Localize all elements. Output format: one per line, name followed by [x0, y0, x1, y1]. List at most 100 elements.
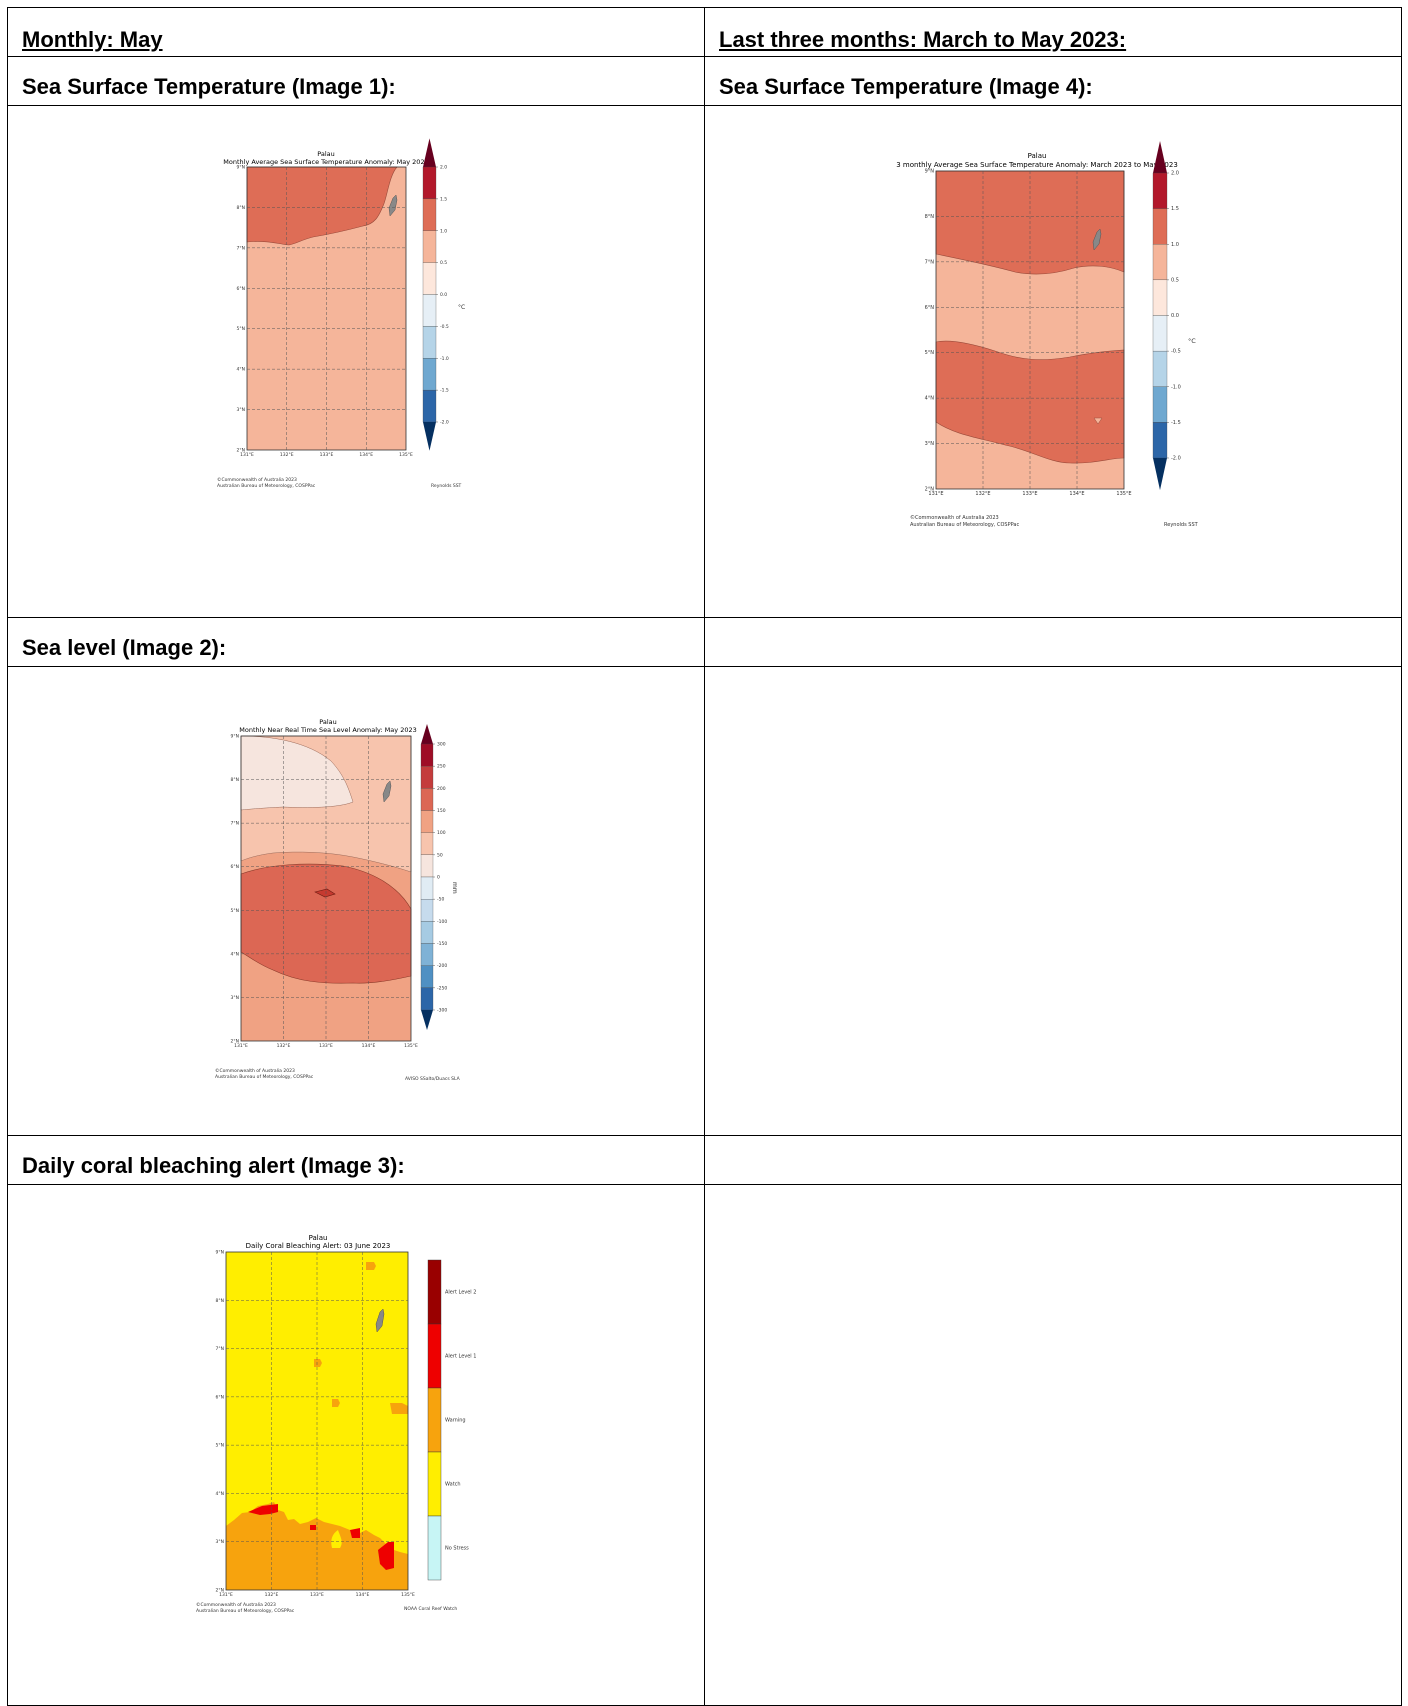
fig4-cbar-swatch — [1152, 422, 1168, 459]
empty-cell-right-3 — [704, 1135, 1402, 1185]
label-cell-sst-left: Sea Surface Temperature (Image 1): — [7, 56, 705, 106]
fig2-location: Palau — [319, 718, 337, 726]
fig3-lat-label: 8°N — [216, 1298, 224, 1304]
fig2-lon-label: 133°E — [319, 1043, 333, 1049]
fig2-cbar-tick-label: -100 — [437, 919, 447, 925]
fig1-lat-label: 3°N — [237, 407, 245, 413]
header-three-months: Last three months: March to May 2023: — [719, 27, 1127, 52]
fig2-cbar-swatch — [420, 965, 434, 988]
fig1-lat-label: 8°N — [237, 205, 245, 211]
fig3-legend-label: No Stress — [445, 1546, 469, 1552]
figure-image3: Palau Daily Coral Bleaching Alert: 03 Ju… — [190, 1230, 500, 1614]
fig4-palau-island — [1092, 228, 1102, 251]
fig4-cbar-arrow-bottom — [1153, 458, 1167, 491]
fig3-lat-label: 9°N — [216, 1250, 224, 1256]
fig2-cbar-tick-label: 300 — [437, 742, 446, 748]
fig4-lat-label: 7°N — [925, 259, 935, 265]
image-cell-1: Palau Monthly Average Sea Surface Temper… — [7, 105, 705, 618]
fig4-cbar-tick-label: 0.0 — [1171, 313, 1179, 319]
fig3-title: Daily Coral Bleaching Alert: 03 June 202… — [246, 1242, 391, 1250]
fig2-cbar-swatch — [420, 743, 434, 767]
fig3-legend-swatch — [427, 1323, 442, 1389]
label-cell-sst-right: Sea Surface Temperature (Image 4): — [704, 56, 1402, 106]
fig1-lon-labels: 131°E 132°E 133°E 134°E 135°E — [240, 452, 413, 458]
fig2-cbar-tick-label: -250 — [437, 985, 447, 991]
fig1-palau-island — [388, 194, 398, 217]
fig1-lat-label: 4°N — [237, 367, 245, 373]
fig4-cbar-arrow-top — [1153, 140, 1167, 173]
fig3-legend-bar: Alert Level 2 Alert Level 1 Warning Watch No… — [427, 1259, 476, 1581]
fig3-credit1: ©Commonwealth of Australia 2023 — [196, 1601, 276, 1608]
fig3-alert1-patch-c — [350, 1528, 360, 1538]
fig2-cbar-tick-label: 0 — [437, 875, 440, 881]
fig2-lon-label: 131°E — [234, 1043, 248, 1049]
fig2-credit1: ©Commonwealth of Australia 2023 — [215, 1067, 295, 1074]
fig1-cbar-tick-label: 2.0 — [440, 165, 447, 171]
fig1-cbar-arrow-top — [423, 138, 436, 167]
fig1-lon-label: 131°E — [240, 452, 254, 458]
fig1-source: Reynolds SST — [431, 483, 462, 489]
fig1-cbar-tick-label: 0.0 — [440, 292, 447, 298]
fig2-lat-label: 5°N — [231, 908, 239, 914]
label-cell-coral: Daily coral bleaching alert (Image 3): — [7, 1135, 705, 1185]
fig2-cbar-arrow-bottom — [421, 1010, 433, 1030]
fig4-lon-label: 131°E — [928, 491, 943, 497]
image-cell-2: Palau Monthly Near Real Time Sea Level A… — [7, 666, 705, 1136]
image-cell-4: Palau 3 monthly Average Sea Surface Temp… — [704, 105, 1402, 618]
fig2-cbar-swatch — [420, 854, 434, 878]
fig3-lon-label: 134°E — [356, 1592, 370, 1598]
fig2-lon-label: 134°E — [362, 1043, 376, 1049]
fig3-warning-patch-3 — [332, 1399, 340, 1407]
fig3-warning-patch-2 — [314, 1359, 322, 1367]
fig2-cbar-swatch — [420, 810, 434, 833]
fig3-lon-label: 133°E — [310, 1592, 324, 1598]
fig1-lat-labels: 9°N 8°N 7°N 6°N 5°N 4°N 3°N 2°N — [237, 165, 245, 454]
label-coral-image3: Daily coral bleaching alert (Image 3): — [22, 1153, 405, 1178]
fig2-cbar-tick-label: 250 — [437, 764, 446, 770]
fig4-cbar-tick-label: -2.0 — [1171, 456, 1181, 462]
label-cell-sea-level: Sea level (Image 2): — [7, 617, 705, 667]
fig3-lat-label: 5°N — [216, 1443, 224, 1449]
fig2-vlight-region — [240, 735, 354, 811]
fig4-small-patch — [1093, 417, 1103, 425]
fig3-lon-labels: 131°E 132°E 133°E 134°E 135°E — [219, 1592, 415, 1598]
fig2-cbar-tick-label: 50 — [437, 852, 443, 858]
fig4-cbar-tick-label: -1.0 — [1171, 384, 1181, 390]
label-sst-image1: Sea Surface Temperature (Image 1): — [22, 74, 396, 99]
fig1-gridlines — [247, 167, 406, 450]
fig3-source: NOAA Coral Reef Watch — [404, 1606, 457, 1612]
fig4-cbar-tick-label: 1.0 — [1171, 242, 1179, 248]
fig2-cbar-tick-label: 150 — [437, 808, 446, 814]
fig1-cbar-swatch — [422, 262, 437, 295]
fig1-cbar-swatch — [422, 294, 437, 327]
coral-bleaching-map: Palau Daily Coral Bleaching Alert: 03 Ju… — [196, 1234, 476, 1614]
fig4-lat-label: 8°N — [925, 214, 935, 220]
fig2-cbar-tick-label: 200 — [437, 786, 446, 792]
fig4-cbar-swatch — [1152, 279, 1168, 316]
sst-map-may: Palau Monthly Average Sea Surface Temper… — [217, 138, 465, 489]
fig3-lon-label: 131°E — [219, 1592, 233, 1598]
fig4-cbar-swatch — [1152, 315, 1168, 352]
label-sst-image4: Sea Surface Temperature (Image 4): — [719, 74, 1093, 99]
fig2-lat-label: 9°N — [231, 734, 239, 740]
fig1-lon-label: 134°E — [359, 452, 373, 458]
fig4-lon-labels: 131°E 132°E 133°E 134°E 135°E — [928, 491, 1131, 497]
fig2-lat-label: 2°N — [231, 1039, 239, 1045]
fig2-cbar-tick-label: -150 — [437, 941, 447, 947]
fig3-lat-label: 2°N — [216, 1588, 224, 1594]
fig4-lat-label: 4°N — [925, 396, 935, 402]
fig4-cbar-tick-label: -1.5 — [1171, 420, 1181, 426]
fig2-cbar-tick-label: -50 — [437, 897, 444, 903]
fig4-unit: °C — [1188, 337, 1196, 345]
fig1-cbar-arrow-bottom — [423, 422, 436, 451]
fig3-lat-label: 3°N — [216, 1539, 224, 1545]
fig1-lat-label: 7°N — [237, 245, 245, 251]
fig3-legend-swatch — [427, 1259, 442, 1325]
header-cell-right: Last three months: March to May 2023: — [704, 7, 1402, 57]
label-sea-level-image2: Sea level (Image 2): — [22, 635, 227, 660]
fig3-legend-label: Alert Level 1 — [445, 1354, 476, 1360]
fig2-cbar-arrow-top — [421, 724, 433, 744]
fig2-cbar-swatch — [420, 899, 434, 922]
fig4-credit1: ©Commonwealth of Australia 2023 — [910, 514, 999, 521]
figure-image1: Palau Monthly Average Sea Surface Temper… — [213, 138, 483, 501]
